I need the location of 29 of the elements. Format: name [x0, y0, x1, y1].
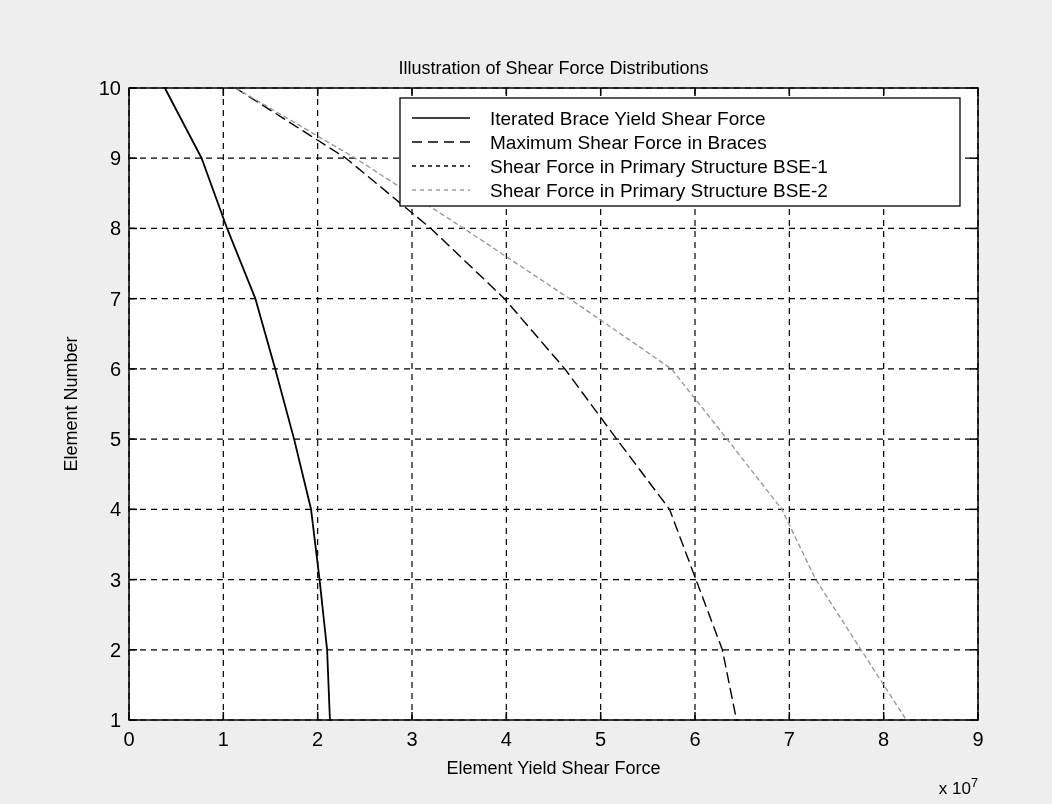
legend-label: Maximum Shear Force in Braces: [490, 132, 767, 153]
y-tick-label: 6: [109, 357, 121, 380]
x-tick-label: 6: [689, 728, 701, 750]
y-tick-label: 5: [109, 428, 121, 451]
y-tick-label: 10: [98, 77, 121, 99]
x-tick-label: 9: [972, 728, 984, 750]
y-tick-label: 9: [109, 147, 121, 170]
x-tick-label: 3: [406, 728, 418, 750]
x-tick-label: 4: [500, 728, 512, 750]
y-axis-title: Element Number: [61, 336, 81, 472]
line-series: [234, 87, 908, 721]
x-tick-label: 0: [123, 728, 135, 750]
legend-label: Shear Force in Primary Structure BSE-1: [490, 156, 828, 177]
legend-label: Shear Force in Primary Structure BSE-2: [490, 180, 828, 201]
x-tick-label: 7: [783, 728, 795, 750]
y-tick-label: 2: [109, 638, 121, 661]
y-tick-label: 8: [109, 217, 121, 240]
x-axis-title: Element Yield Shear Force: [446, 758, 661, 778]
x-tick-label: 8: [878, 728, 890, 750]
y-tick-label: 4: [109, 498, 121, 521]
chart-title: Illustration of Shear Force Distributions: [398, 58, 709, 78]
text: x 10$^{7}$: [938, 774, 978, 798]
x-tick-label: 2: [312, 728, 324, 750]
x-tick-label: 1: [217, 728, 229, 750]
y-tick-label: 3: [109, 568, 121, 591]
y-tick-label: 7: [109, 287, 121, 310]
legend-label: Iterated Brace Yield Shear Force: [490, 108, 766, 129]
x-tick-label: 5: [595, 728, 607, 750]
y-tick-label: 1: [109, 709, 121, 731]
